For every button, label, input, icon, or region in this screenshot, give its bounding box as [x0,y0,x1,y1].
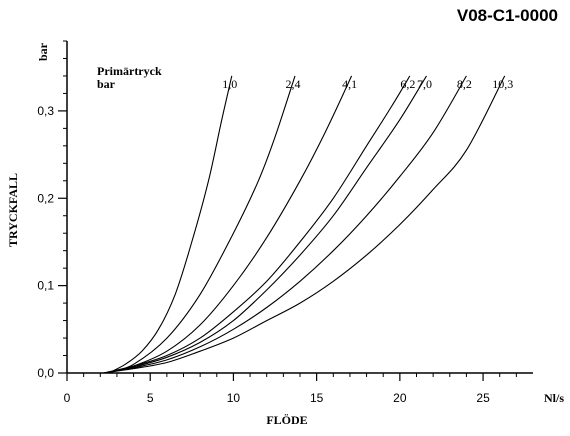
curve-1-0 [108,75,233,374]
x-tick-label: 20 [393,391,407,405]
minor-ticks [63,40,517,377]
curve-label: 10,3 [492,77,513,91]
curve-label: 1,0 [222,77,237,91]
curve-label: 6,2 [400,77,415,91]
curve-6-2 [103,75,411,374]
y-ticks: 0,0 0,1 0,2 0,3 [37,104,67,380]
curve-label: 7,0 [417,77,432,91]
y-tick-label: 0,0 [37,366,54,380]
curve-8-2 [103,75,467,374]
x-tick-label: 0 [64,391,71,405]
legend-title-line1: Primärtryck [97,64,162,78]
figure-code: V08-C1-0000 [456,6,558,25]
x-tick-label: 15 [310,391,324,405]
y-tick-label: 0,1 [37,279,54,293]
y-tick-label: 0,3 [37,104,54,118]
curve-7-0 [103,75,427,374]
x-axis-title: FLÖDE [266,413,307,427]
legend-title-line2: bar [97,77,116,91]
curve-label: 4,1 [342,77,357,91]
x-unit-label: Nl/s [544,391,564,405]
curve-label: 2,4 [286,77,301,91]
curve-label: 8,2 [457,77,472,91]
curve-10-3 [103,75,506,374]
y-axis-title: TRYCKFALL [6,173,20,247]
x-tick-label: 5 [147,391,154,405]
y-tick-label: 0,2 [37,191,54,205]
y-unit-label: bar [36,42,50,61]
curve-4-1 [105,75,353,374]
x-tick-label: 10 [227,391,241,405]
curve-2-4 [108,75,296,374]
x-tick-label: 25 [476,391,490,405]
x-ticks: 0 5 10 15 20 25 [64,373,490,405]
curves [103,75,506,374]
curve-labels: 1,0 2,4 4,1 6,2 7,0 8,2 10,3 [222,77,513,91]
